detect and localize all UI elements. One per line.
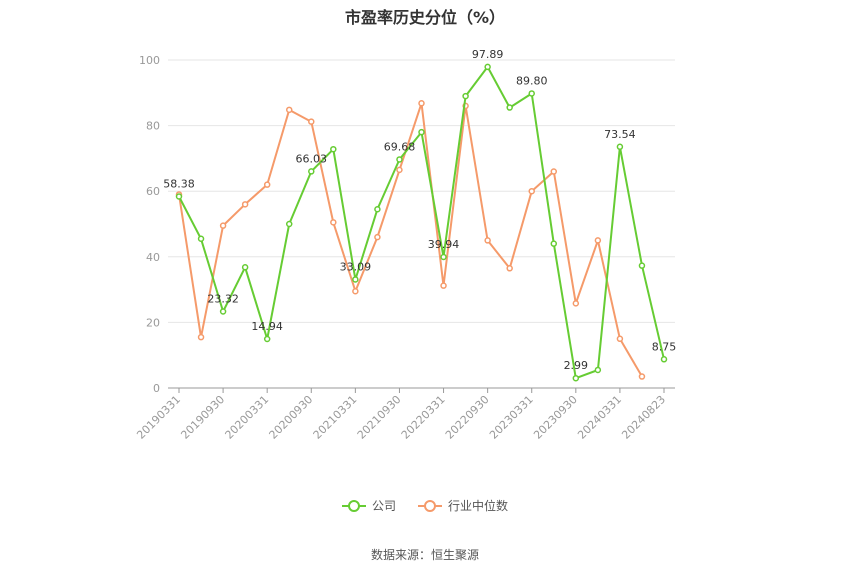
legend-line-marker-icon [341, 499, 366, 512]
x-tick-label: 20210930 [355, 393, 404, 442]
data-label: 14.94 [251, 320, 283, 333]
data-point-industry-median [219, 222, 227, 229]
y-tick-label: 40 [146, 251, 160, 264]
data-point-company [484, 63, 491, 71]
data-point-company [528, 90, 535, 97]
x-tick-label: 20200930 [267, 393, 316, 442]
x-tick-label: 20230331 [487, 393, 536, 442]
data-point-company [440, 253, 447, 261]
data-point-company [638, 262, 646, 269]
data-point-company [330, 145, 337, 153]
data-point-industry-median [374, 233, 381, 241]
data-point-company [506, 104, 513, 111]
data-point-company [263, 335, 271, 343]
data-point-company [374, 205, 381, 213]
data-point-industry-median [528, 187, 535, 195]
data-label: 69.68 [384, 140, 416, 153]
chart-title: 市盈率历史分位（%） [344, 8, 506, 27]
axis-layer: 0 20 40 60 80 100 2019033120190930202003312020… [134, 54, 675, 442]
x-tick-label: 20220331 [399, 393, 448, 442]
data-label: 66.03 [296, 152, 328, 165]
data-point-company [462, 92, 469, 100]
data-point-industry-median [440, 282, 447, 289]
x-tick-label: 20220930 [443, 393, 492, 442]
x-tick-label: 20190331 [134, 393, 183, 442]
data-label: 33.09 [340, 260, 372, 273]
data-label: 89.80 [516, 74, 548, 87]
series-layer [175, 63, 668, 382]
source-note: 数据来源：恒生聚源 [370, 548, 479, 562]
x-tick-label: 20190930 [178, 393, 227, 442]
legend-label-company: 公司 [371, 499, 396, 513]
data-point-industry-median [352, 287, 359, 295]
data-label: 73.54 [604, 128, 636, 141]
series-line-industry-median [178, 102, 643, 378]
x-tick-label: 20200331 [223, 393, 272, 442]
x-tick-label: 20210331 [311, 393, 360, 442]
data-point-industry-median [484, 237, 491, 244]
legend: 公司 行业中位数 [0, 497, 850, 514]
data-point-industry-median [506, 265, 513, 272]
data-point-company [197, 235, 205, 243]
data-point-company [396, 156, 403, 163]
y-tick-label: 20 [146, 316, 160, 329]
data-point-company [285, 220, 293, 228]
data-point-company [572, 374, 580, 382]
data-point-company [308, 168, 315, 175]
data-point-company [241, 264, 249, 271]
data-label: 58.38 [163, 178, 195, 191]
data-point-industry-median [330, 219, 337, 226]
legend-line-marker-icon [418, 499, 442, 512]
legend-item-industry-median[interactable]: 行业中位数 [418, 497, 508, 514]
data-label: 2.99 [564, 359, 589, 372]
data-point-industry-median [241, 201, 249, 208]
data-point-company [175, 193, 183, 200]
x-tick-label: 20230930 [531, 393, 580, 442]
data-point-company [616, 143, 624, 151]
data-point-industry-median [418, 100, 425, 107]
x-tick-label: 20240331 [575, 393, 624, 442]
data-point-industry-median [594, 237, 602, 244]
data-point-industry-median [550, 168, 558, 175]
grid-layer [168, 59, 675, 323]
data-label: 23.32 [207, 293, 239, 306]
data-point-company [219, 308, 227, 315]
data-point-company [660, 356, 668, 363]
data-point-company [352, 276, 359, 283]
y-tick-label: 0 [153, 382, 160, 395]
legend-label-industry-median: 行业中位数 [448, 499, 509, 513]
data-label: 97.89 [472, 48, 504, 61]
x-tick-label: 20240823 [619, 393, 668, 442]
data-point-industry-median [197, 333, 205, 341]
data-point-company [418, 128, 425, 136]
data-point-industry-median [396, 166, 403, 174]
data-point-industry-median [308, 118, 315, 125]
data-point-industry-median [263, 181, 271, 188]
legend-item-company[interactable]: 公司 [341, 497, 396, 514]
data-label: 39.94 [428, 238, 460, 251]
data-point-industry-median [572, 300, 580, 307]
data-point-industry-median [638, 373, 646, 380]
label-layer: 58.38 23.32 14.94 66.03 33.09 69.68 39.94 97.89… [163, 48, 676, 372]
data-point-company [594, 366, 602, 374]
data-point-company [550, 240, 558, 247]
y-tick-label: 100 [139, 54, 160, 67]
y-tick-label: 60 [146, 185, 160, 198]
data-point-industry-median [285, 106, 293, 114]
y-tick-label: 80 [146, 120, 160, 133]
data-point-industry-median [616, 335, 624, 343]
data-label: 8.75 [652, 340, 677, 353]
